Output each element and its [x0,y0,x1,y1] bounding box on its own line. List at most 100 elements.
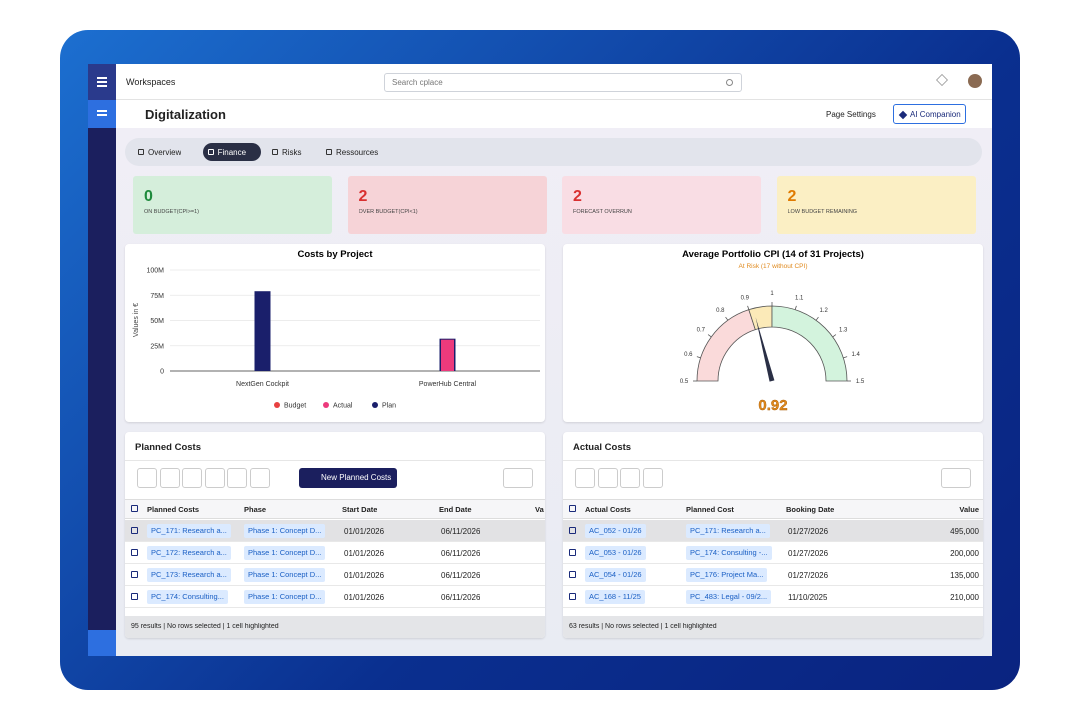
new-button-label: New Planned Costs [321,473,392,482]
ai-button[interactable]: AI Companion [893,104,966,124]
gauge-panel [563,244,983,422]
nav-button[interactable] [88,100,116,128]
checkbox[interactable] [131,527,138,534]
table-row[interactable] [563,542,983,564]
link-chip[interactable]: Phase 1: Concept D... [244,524,326,538]
column-header: Phase [244,505,267,514]
link-chip[interactable]: Phase 1: Concept D... [244,590,326,604]
y-tick-label: 75M [150,293,164,300]
column-header: End Date [439,505,472,514]
kpi-label: OVER BUDGET(CPI<1) [358,209,418,215]
tab-icon [207,149,214,155]
tab[interactable]: Overview [133,143,197,161]
checkbox[interactable] [131,593,138,600]
kpi-value: 0 [144,188,153,205]
link-chip[interactable]: PC_171: Research a... [686,524,770,538]
table-row[interactable] [125,586,545,608]
checkbox[interactable] [569,593,576,600]
bar [441,339,454,371]
table-row[interactable] [125,542,545,564]
link-chip[interactable]: AC_168 - 11/25 [585,590,645,604]
footer-text: 95 results | No rows selected | 1 cell h… [131,623,279,630]
kpi-value: 2 [358,188,368,205]
tab-label: Ressources [336,148,379,157]
legend-label: Plan [382,403,396,410]
link-chip[interactable]: Phase 1: Concept D... [244,546,326,560]
y-tick-label: 0 [160,369,164,376]
column-header: Planned Cost [686,505,734,514]
checkbox[interactable] [131,505,138,512]
toolbar-button[interactable] [159,468,180,488]
table-row[interactable] [125,564,545,586]
cell: 06/11/2026 [441,549,481,558]
search-box[interactable]: Search cplace [384,73,742,92]
gauge-tick [747,305,750,310]
table-row[interactable] [563,586,983,608]
toolbar-button[interactable] [204,468,225,488]
tools-button[interactable] [88,630,116,656]
link-chip[interactable]: AC_053 - 01/26 [585,546,646,560]
cell: 200,000 [950,549,979,558]
panel-divider [563,460,983,461]
checkbox[interactable] [569,505,576,512]
checkbox[interactable] [131,571,138,578]
tab[interactable]: Finance [202,143,261,161]
tab[interactable]: Ressources [321,143,395,161]
link-chip[interactable]: PC_483: Legal - 09/2... [686,590,772,604]
link-chip[interactable]: PC_173: Research a... [147,568,231,582]
gauge-tick [815,316,819,321]
toolbar-button[interactable] [642,468,663,488]
link-chip[interactable]: PC_171: Research a... [147,524,231,538]
header-row [563,499,983,519]
new-button[interactable]: New Planned Costs [299,468,397,488]
link-chip[interactable]: PC_174: Consulting... [147,590,228,604]
column-header: Va [535,505,544,514]
footer [563,616,983,638]
gauge-title: Average Portfolio CPI (14 of 31 Projects… [682,249,864,260]
legend-label: Actual [333,403,353,410]
link-chip[interactable]: PC_172: Research a... [147,546,231,560]
gauge-tick [696,356,701,359]
toolbar-button[interactable] [597,468,618,488]
cell: 06/11/2026 [441,527,481,536]
menu-button[interactable] [88,64,116,100]
gauge-tick-label: 0.8 [716,308,725,314]
checkbox[interactable] [569,527,576,534]
link-chip[interactable]: PC_176: Project Ma... [686,568,768,582]
settings-button[interactable] [503,468,533,488]
checkbox[interactable] [131,549,138,556]
toolbar-button[interactable] [249,468,270,488]
workspace-menu[interactable]: Workspaces [126,77,176,87]
tab-label: Risks [282,148,302,157]
planned-costs-panel: Planned Costs New Planned Costs Planned Co… [125,432,545,638]
table-row[interactable] [563,520,983,542]
gauge-tick-label: 1.4 [852,352,861,358]
legend-swatch [274,402,280,408]
checkbox[interactable] [569,571,576,578]
avatar[interactable] [968,74,982,88]
toolbar-button[interactable] [182,468,202,488]
cost-chart-panel [125,244,545,422]
tab-bar: Overview Finance Risks Ressources [125,138,982,166]
link-chip[interactable]: AC_052 - 01/26 [585,524,646,538]
kpi-label: ON BUDGET(CPI>=1) [144,209,200,215]
sidebar [88,64,116,656]
table-row[interactable] [563,564,983,586]
toolbar-button[interactable] [227,468,247,488]
toolbar-button[interactable] [137,468,157,488]
kpi-value: 2 [573,188,582,205]
checkbox[interactable] [569,549,576,556]
link-chip[interactable]: AC_054 - 01/26 [585,568,646,582]
toolbar-button[interactable] [620,468,640,488]
link-chip[interactable]: PC_174: Consulting -... [686,546,772,560]
gauge-band [696,309,756,382]
tab[interactable]: Risks [267,143,315,161]
header-row [125,499,545,519]
link-chip[interactable]: Phase 1: Concept D... [244,568,326,582]
settings-button[interactable] [941,468,971,488]
gauge-needle [755,317,775,382]
gauge-tick-label: 0.7 [697,327,706,333]
gauge-tick-label: 1.5 [856,379,865,385]
page-settings[interactable]: Page Settings [826,110,876,119]
toolbar-button[interactable] [575,468,595,488]
